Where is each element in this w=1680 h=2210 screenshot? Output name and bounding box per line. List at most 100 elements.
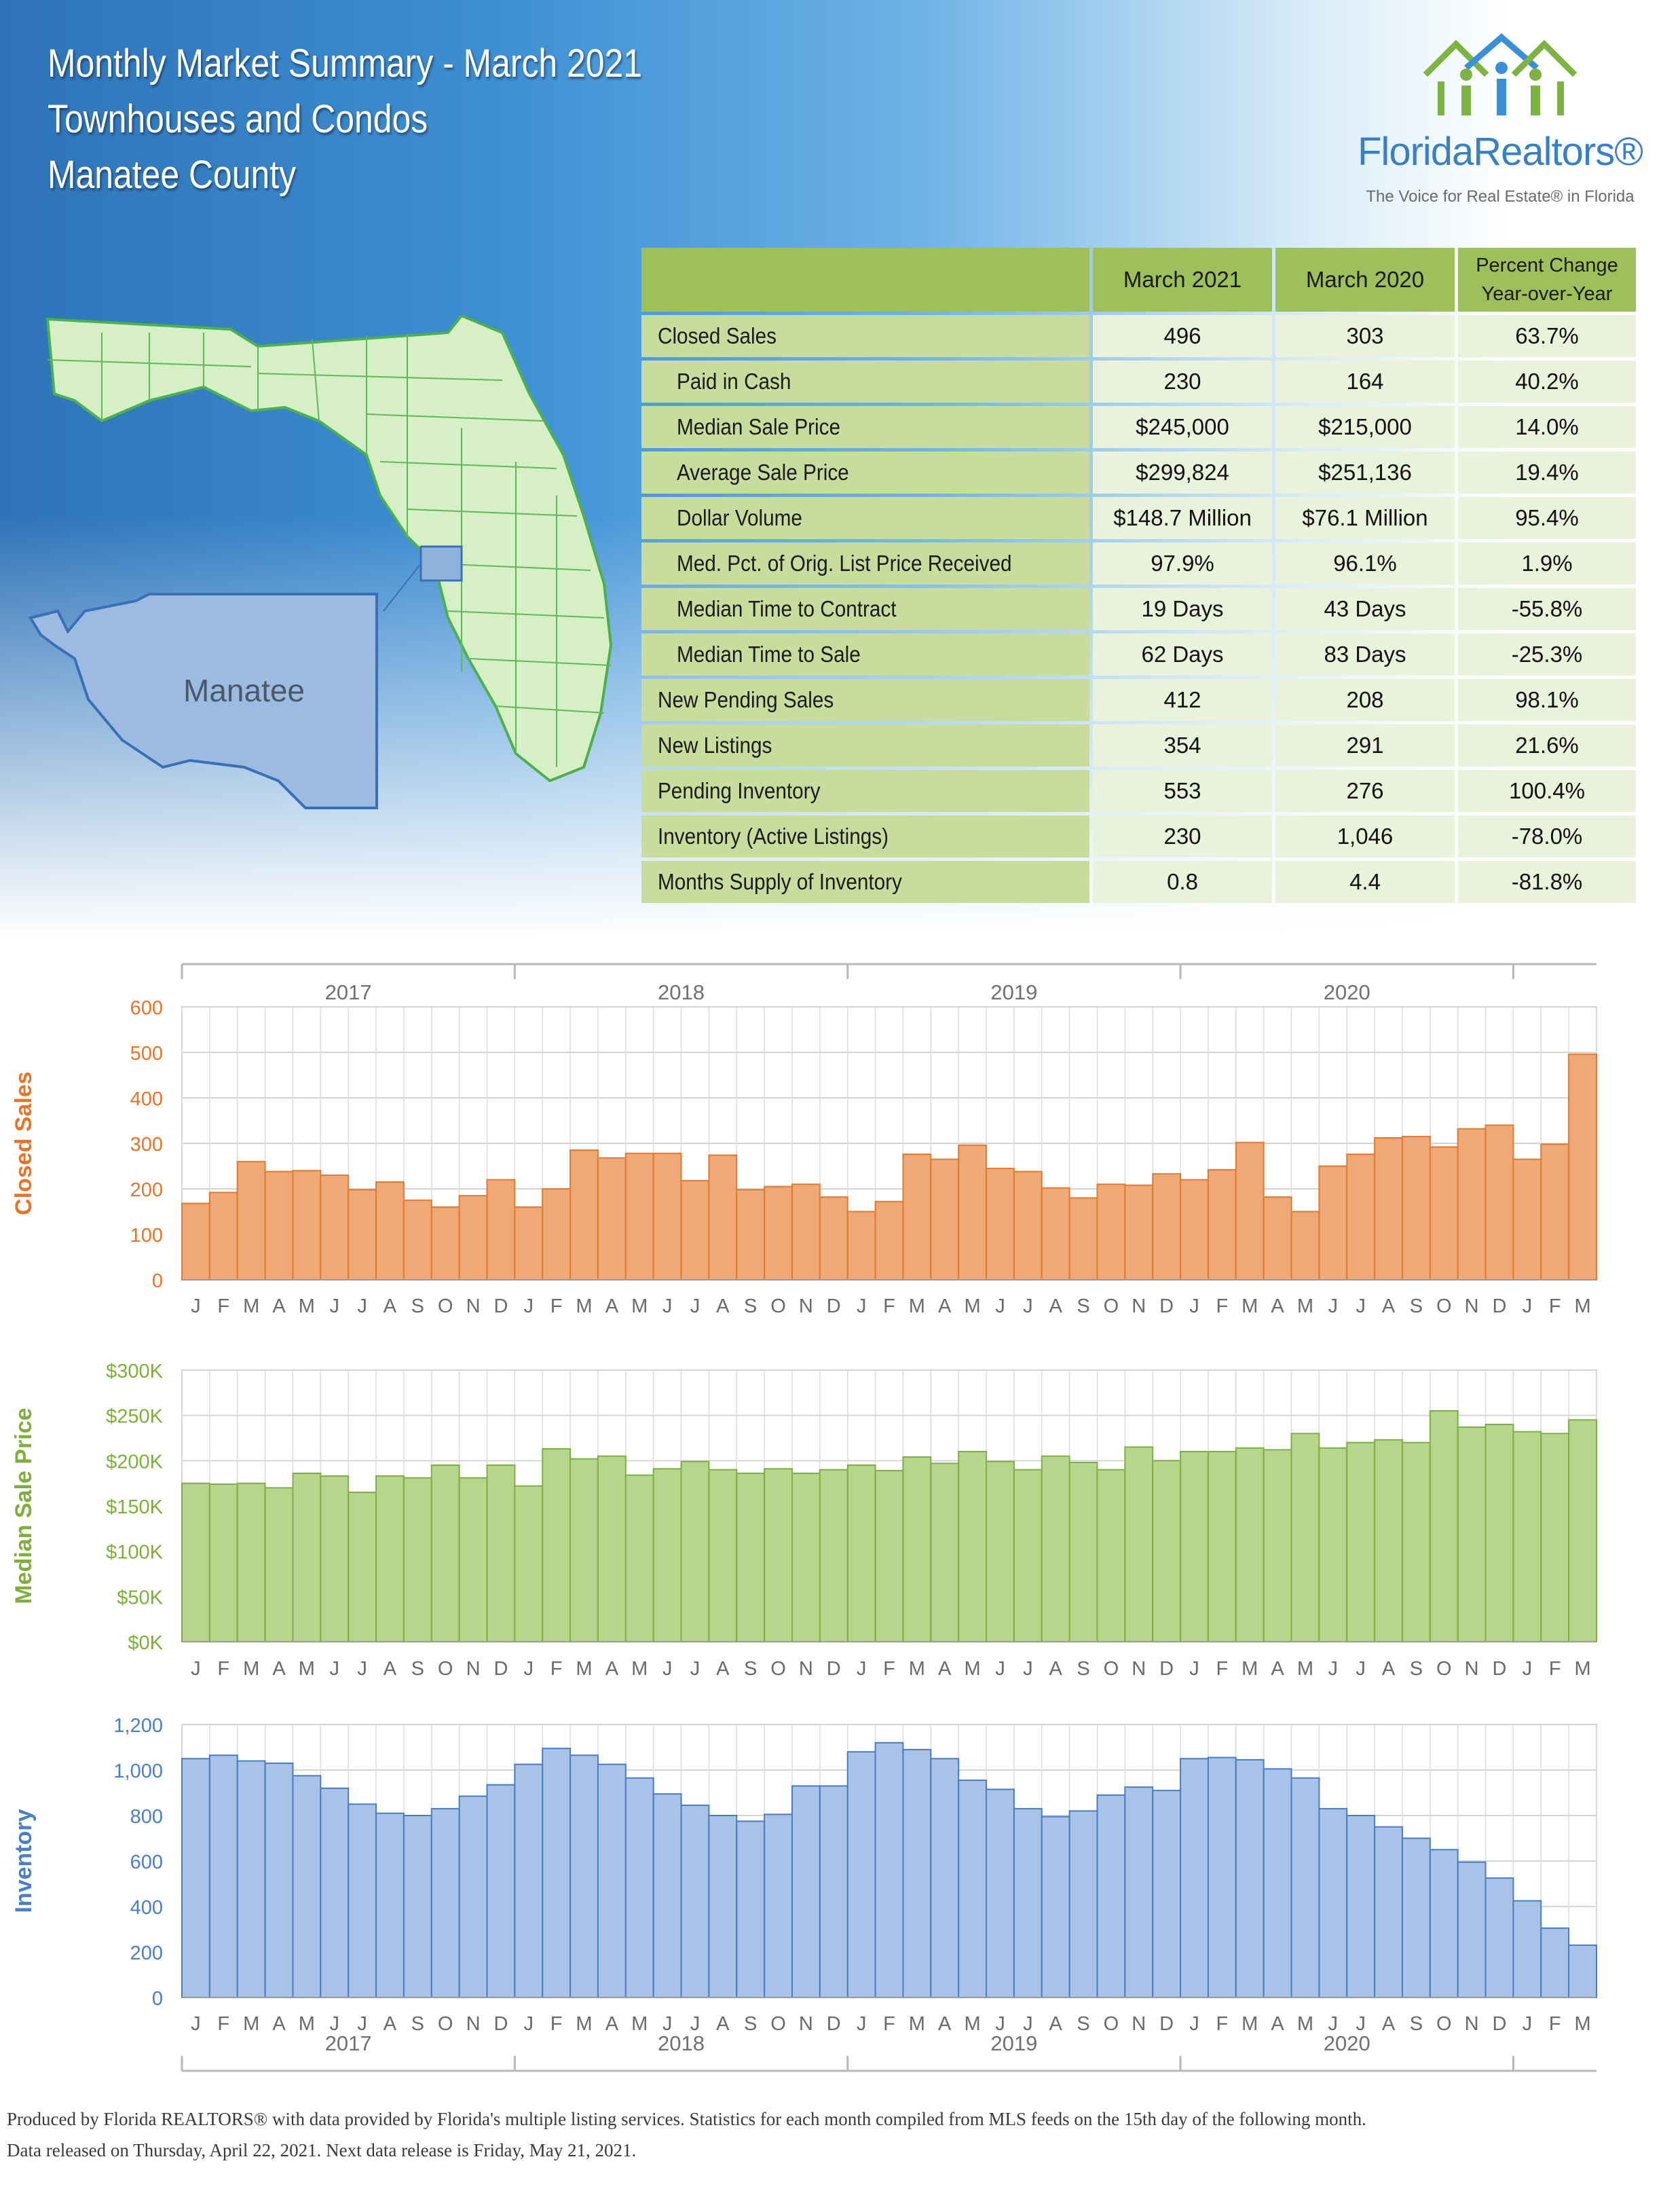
- bar: [403, 1815, 432, 1998]
- row-label: Median Time to Sale: [677, 642, 861, 667]
- month-tick-label: M: [631, 1658, 648, 1680]
- bar: [264, 1762, 294, 1998]
- bar: [1374, 1137, 1403, 1281]
- month-tick-label: D: [1159, 1295, 1174, 1317]
- year-label: 2018: [658, 2031, 705, 2055]
- value-prior: 208: [1275, 679, 1455, 721]
- bar: [1540, 1927, 1570, 1998]
- y-tick-label: 200: [130, 1179, 163, 1201]
- month-tick-label: A: [1271, 1658, 1284, 1680]
- month-tick-label: A: [1271, 1295, 1284, 1317]
- row-label-cell: New Pending Sales: [641, 679, 1089, 721]
- month-tick-label: J: [690, 1658, 701, 1680]
- bar: [652, 1793, 682, 1999]
- month-tick-label: M: [909, 1658, 925, 1680]
- bar: [958, 1451, 988, 1642]
- value-prior: 4.4: [1275, 861, 1455, 903]
- bar: [486, 1179, 516, 1281]
- bar: [292, 1170, 322, 1281]
- table-row: Med. Pct. of Orig. List Price Received 97…: [641, 542, 1636, 585]
- row-label-cell: Closed Sales: [641, 315, 1089, 357]
- bar: [1568, 1944, 1597, 1998]
- row-label: Median Sale Price: [677, 414, 841, 439]
- bar: [736, 1473, 766, 1642]
- row-label-cell: Med. Pct. of Orig. List Price Received: [641, 542, 1089, 585]
- row-label-cell: Median Time to Contract: [641, 588, 1089, 630]
- houses-people-icon: [1423, 33, 1578, 115]
- bar: [624, 1152, 654, 1281]
- month-tick-label: A: [384, 2013, 397, 2035]
- month-tick-label: A: [384, 1658, 397, 1680]
- bar: [791, 1473, 821, 1642]
- table-row: Months Supply of Inventory 0.8 4.4 -81.8%: [641, 861, 1636, 903]
- bar: [1152, 1460, 1182, 1642]
- month-tick-label: J: [191, 2013, 201, 2035]
- month-tick-label: J: [524, 2013, 534, 2035]
- month-tick-label: F: [1216, 1658, 1228, 1680]
- bar: [1290, 1433, 1320, 1642]
- month-tick-label: J: [857, 1295, 867, 1317]
- month-tick-label: J: [1328, 1295, 1339, 1317]
- y-tick-label: 1,200: [113, 1715, 163, 1737]
- y-tick-label: $200K: [106, 1451, 164, 1473]
- month-tick-label: D: [1159, 2013, 1174, 2035]
- value-prior: 1,046: [1275, 815, 1455, 858]
- table-row: Closed Sales 496 303 63.7%: [641, 315, 1636, 357]
- month-tick-label: S: [1077, 2013, 1089, 2035]
- bar: [736, 1820, 766, 1998]
- page-subtitle-property-type: Townhouses and Condos: [48, 97, 428, 141]
- row-label: New Pending Sales: [658, 687, 834, 712]
- bar: [1457, 1861, 1487, 1999]
- bar: [430, 1465, 460, 1642]
- month-tick-label: A: [938, 1295, 952, 1317]
- month-tick-label: S: [1077, 1295, 1089, 1317]
- logo-wordmark: FloridaRealtors®: [1358, 130, 1643, 174]
- month-tick-label: A: [605, 1295, 619, 1317]
- table-header-blank: [641, 248, 1089, 312]
- value-pct-change: -81.8%: [1458, 861, 1636, 903]
- bar: [874, 1470, 904, 1642]
- florida-county-map: [28, 314, 613, 809]
- row-label-cell: Dollar Volume: [641, 497, 1089, 539]
- value-current: 62 Days: [1093, 633, 1272, 676]
- month-tick-label: M: [299, 2013, 315, 2035]
- month-tick-label: J: [857, 2013, 867, 2035]
- bar: [1540, 1143, 1570, 1281]
- bar: [542, 1748, 572, 1999]
- row-label-cell: Median Sale Price: [641, 406, 1089, 448]
- month-tick-label: M: [243, 2013, 259, 2035]
- bar: [1207, 1756, 1237, 1998]
- bar: [1568, 1053, 1597, 1281]
- bar: [1318, 1165, 1348, 1281]
- value-current: 230: [1093, 815, 1272, 858]
- bar: [1512, 1431, 1542, 1643]
- year-label: 2017: [325, 980, 372, 1004]
- month-tick-label: M: [299, 1658, 315, 1680]
- bar: [986, 1167, 1015, 1281]
- bar: [874, 1742, 904, 1999]
- bar: [1263, 1768, 1292, 1998]
- row-label: Average Sale Price: [677, 460, 849, 485]
- y-tick-label: 400: [130, 1897, 163, 1919]
- bar: [680, 1460, 710, 1643]
- bar: [874, 1200, 904, 1281]
- month-tick-label: M: [1297, 1658, 1313, 1680]
- month-tick-label: J: [1523, 2013, 1533, 2035]
- bar: [1263, 1196, 1292, 1281]
- month-tick-label: J: [690, 1295, 701, 1317]
- footer-line-1: Produced by Florida REALTORS® with data …: [7, 2109, 1366, 2129]
- month-tick-label: F: [883, 1658, 895, 1680]
- month-tick-label: N: [1132, 1658, 1146, 1680]
- month-tick-label: N: [799, 1295, 813, 1317]
- bar: [1401, 1441, 1431, 1643]
- table-header-prior: March 2020: [1275, 248, 1455, 312]
- month-tick-label: A: [938, 1658, 952, 1680]
- month-tick-label: M: [965, 1295, 981, 1317]
- month-tick-label: D: [1493, 1658, 1507, 1680]
- month-tick-label: M: [965, 2013, 981, 2035]
- bar: [1318, 1447, 1348, 1643]
- bar: [652, 1468, 682, 1642]
- bar: [1401, 1135, 1431, 1281]
- bar: [208, 1484, 238, 1642]
- month-tick-label: J: [1023, 1658, 1033, 1680]
